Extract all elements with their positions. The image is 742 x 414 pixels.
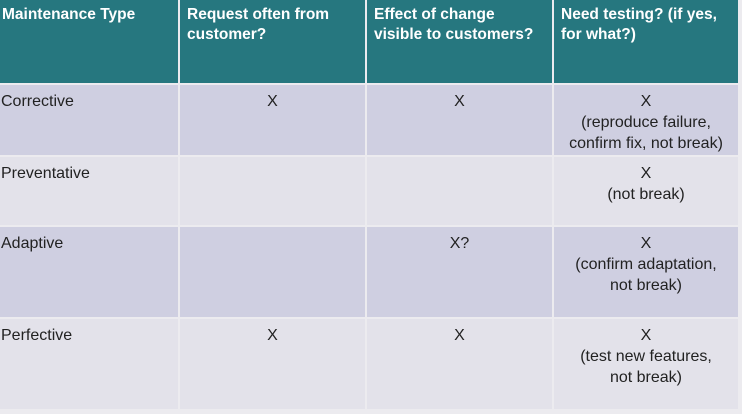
table-row: Preventative X (not break) [0, 157, 738, 225]
request-cell: X [180, 85, 365, 155]
visible-cell: X [367, 85, 552, 155]
testing-cell: X (reproduce failure, confirm fix, not b… [554, 85, 738, 155]
row-type: Perfective [0, 319, 178, 409]
testing-detail-line: not break) [609, 277, 683, 294]
table-row: Adaptive X? X (confirm adaptation, not b… [0, 227, 738, 317]
header-effect-visible: Effect of change visible to customers? [367, 0, 552, 83]
testing-mark: X [640, 93, 652, 110]
testing-detail-line: (confirm adaptation, [575, 256, 717, 273]
testing-detail-line: confirm fix, not break) [569, 135, 723, 152]
testing-mark: X [640, 235, 652, 252]
request-cell: X [180, 319, 365, 409]
request-cell [180, 227, 365, 317]
testing-cell: X (test new features, not break) [554, 319, 738, 409]
testing-cell: X (confirm adaptation, not break) [554, 227, 738, 317]
request-cell [180, 157, 365, 225]
row-type: Preventative [0, 157, 178, 225]
visible-cell: X [367, 319, 552, 409]
testing-detail-line: (test new features, [580, 348, 712, 365]
testing-cell: X (not break) [554, 157, 738, 225]
testing-mark: X [640, 165, 652, 182]
header-maintenance-type: Maintenance Type [0, 0, 178, 83]
header-need-testing: Need testing? (if yes, for what?) [554, 0, 738, 83]
row-type: Corrective [0, 85, 178, 155]
header-row: Maintenance Type Request often from cust… [0, 0, 738, 83]
visible-cell: X? [367, 227, 552, 317]
header-request-from-customer: Request often from customer? [180, 0, 365, 83]
testing-mark: X [640, 327, 652, 344]
visible-cell [367, 157, 552, 225]
table-row: Perfective X X X (test new features, not… [0, 319, 738, 409]
row-type: Adaptive [0, 227, 178, 317]
testing-detail-line: not break) [609, 369, 683, 386]
table-row: Corrective X X X (reproduce failure, con… [0, 85, 738, 155]
testing-detail-line: (reproduce failure, [581, 114, 711, 131]
testing-detail-line: (not break) [607, 186, 685, 203]
